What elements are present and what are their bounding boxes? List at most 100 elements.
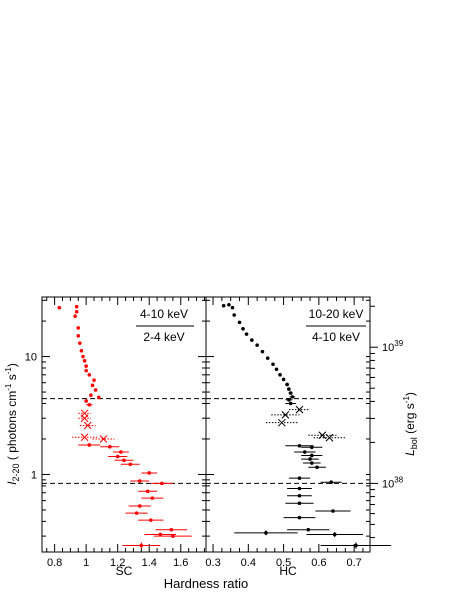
sc-x-tick-label: 1 — [83, 557, 89, 569]
hc-x-tick-label: 0.5 — [276, 557, 291, 569]
hc-data-point — [288, 391, 293, 395]
left-y-title-subscript: 2-20 — [11, 463, 21, 481]
sc-data-point — [84, 368, 88, 373]
sc-data-point — [160, 481, 164, 486]
sc-x-tick-label: 1.4 — [142, 557, 157, 569]
sc-x-tick-label: 1.6 — [173, 557, 188, 569]
sc-data-point — [87, 373, 92, 377]
sc-cross-marker — [99, 435, 108, 443]
hc-x-tick-label: 0.7 — [346, 557, 361, 569]
sc-data-point — [158, 532, 163, 537]
sc-data-point — [82, 359, 87, 363]
sc-data-point — [171, 534, 175, 538]
sc-data-point — [92, 378, 96, 383]
sc-cross-marker — [83, 421, 92, 430]
hc-data-point — [288, 401, 293, 406]
hc-data-point — [332, 532, 337, 537]
hc-data-point — [297, 486, 302, 491]
sc-data-point — [96, 395, 101, 400]
hc-data-point — [310, 461, 314, 465]
sc-data-point — [108, 444, 112, 449]
hc-data-point — [287, 387, 291, 391]
hc-data-point — [241, 326, 245, 331]
hc-panel-marks — [206, 302, 392, 549]
right-y-title-symbol: L — [403, 449, 417, 456]
right-y-tick-label: 1038 — [382, 475, 404, 490]
hc-x-tick-label: 0.4 — [241, 557, 256, 569]
right-y-title-units: (erg s — [403, 403, 417, 437]
left-y-title-units: ( photons cm — [5, 391, 19, 464]
hc-data-point — [310, 453, 314, 458]
sc-data-point — [115, 454, 120, 459]
sc-data-point — [150, 496, 155, 500]
hc-data-point — [287, 397, 291, 402]
sc-ratio-numerator: 4-10 keV — [140, 307, 188, 321]
hc-data-point — [290, 395, 295, 399]
sc-data-point — [169, 527, 174, 532]
hc-data-point — [255, 343, 259, 347]
sc-data-point — [93, 388, 98, 392]
hc-data-point — [264, 531, 268, 535]
hc-data-point — [265, 356, 270, 360]
hc-data-point — [274, 367, 279, 372]
sc-data-point — [74, 309, 79, 314]
hc-data-point — [230, 305, 235, 310]
sc-data-point — [76, 326, 81, 330]
hc-data-point — [250, 338, 254, 342]
hc-cross-marker — [281, 411, 290, 419]
sc-x-tick-label: 1.2 — [110, 557, 125, 569]
x-axis-title: Hardness ratio — [164, 576, 249, 591]
hc-data-point — [278, 373, 282, 377]
sc-panel-marks — [42, 304, 206, 549]
sc-data-point — [89, 393, 93, 398]
sc-data-point — [137, 504, 142, 508]
hc-data-point — [232, 313, 237, 317]
sc-data-point — [84, 364, 88, 368]
hc-data-point — [227, 302, 231, 307]
hc-data-point — [297, 444, 302, 448]
sc-data-point — [81, 354, 85, 359]
hc-data-point — [315, 465, 319, 470]
hc-data-point — [244, 332, 249, 336]
sc-data-point — [74, 304, 79, 309]
hc-data-point — [310, 445, 314, 450]
sc-cross-marker — [80, 414, 89, 423]
sc-data-point — [145, 489, 150, 494]
hc-data-point — [281, 377, 286, 382]
sc-data-point — [139, 543, 144, 548]
hc-data-point — [271, 362, 275, 367]
y-tick-label: 10 — [25, 352, 37, 364]
hc-axis-label: HC — [279, 564, 297, 578]
sc-ratio-denominator: 2-4 keV — [143, 330, 184, 344]
y-tick-label: 1 — [31, 469, 37, 481]
hc-data-point — [354, 543, 358, 548]
hc-data-point — [237, 320, 242, 325]
sc-data-point — [84, 399, 88, 403]
hc-data-point — [306, 527, 311, 532]
hc-data-point — [221, 303, 226, 308]
hc-data-point — [297, 515, 302, 520]
hc-data-point — [302, 450, 307, 454]
hc-x-tick-label: 0.3 — [205, 557, 220, 569]
sc-x-tick-label: 0.8 — [47, 557, 62, 569]
left-y-title-sup2: -1 — [4, 367, 13, 375]
hc-data-point — [308, 457, 312, 461]
right-y-title-sup: -1 — [402, 396, 411, 404]
hc-x-tick-label: 0.6 — [311, 557, 326, 569]
hc-panel-frame — [205, 296, 371, 553]
left-y-title-symbol: I — [5, 481, 19, 485]
hc-panel-ticks: 0.3 0.4 0.5 0.6 0.7 — [205, 297, 364, 569]
sc-data-point — [147, 471, 152, 475]
hc-data-point — [297, 501, 302, 506]
right-y-axis-title: Lbol (erg s-1) — [402, 392, 419, 456]
hc-cross-marker — [325, 433, 334, 442]
hc-data-point — [260, 349, 265, 354]
hc-cross-marker — [295, 405, 304, 414]
right-y-tick-label: 1039 — [382, 339, 404, 354]
sc-data-point — [79, 348, 84, 353]
sc-cross-marker — [80, 433, 89, 442]
right-y-title-end: ) — [403, 392, 417, 396]
hc-panel: 0.3 0.4 0.5 0.6 0.7 10-20 keV 4-10 keV HC — [205, 296, 392, 578]
hc-data-point — [297, 476, 302, 480]
sc-data-point — [119, 450, 123, 454]
